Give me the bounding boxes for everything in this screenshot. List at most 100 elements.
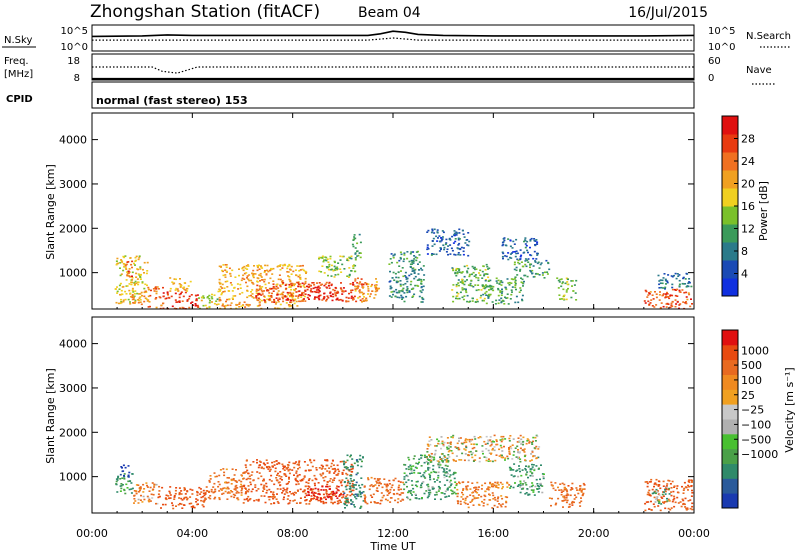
velocity-cell (288, 476, 290, 479)
power-cell (488, 285, 490, 288)
velocity-cell (446, 448, 449, 450)
velocity-cell (276, 500, 279, 503)
velocity-cell (669, 483, 672, 485)
velocity-cell (268, 478, 271, 481)
power-cell (290, 299, 292, 302)
power-cell (504, 296, 506, 299)
velocity-cell (265, 459, 268, 461)
nave-tick-top: 60 (708, 56, 721, 67)
velocity-cell (361, 483, 364, 486)
power-cell (239, 287, 242, 289)
power-cell (500, 300, 503, 303)
power-cell (243, 278, 246, 280)
power-cell (292, 292, 295, 294)
power-cell (225, 264, 228, 266)
velocity-cell (317, 488, 320, 490)
power-cell (288, 286, 291, 288)
velocity-cell (333, 477, 336, 479)
power-cell (370, 285, 373, 288)
velocity-cell (421, 454, 424, 457)
velocity-cell (438, 487, 441, 489)
velocity-cell (343, 462, 346, 465)
velocity-cell (516, 441, 519, 443)
velocity-cell (580, 489, 583, 492)
velocity-cell (295, 472, 298, 474)
power-cell (426, 244, 429, 246)
power-cell (278, 274, 281, 276)
power-cell (669, 306, 672, 309)
velocity-cell (304, 470, 307, 472)
power-cell (500, 301, 503, 304)
power-cell (318, 294, 321, 297)
power-cell (505, 288, 508, 291)
power-cell (172, 283, 175, 285)
power-cell (396, 296, 399, 299)
velocity-cell (423, 475, 426, 478)
velocity-cell (403, 472, 406, 474)
power-colorbar-swatch (722, 170, 738, 189)
power-cell (323, 272, 326, 274)
power-cell (289, 295, 291, 297)
velocity-cell (296, 474, 299, 477)
power-cell (467, 284, 470, 286)
power-cell (332, 295, 335, 298)
power-cell (674, 299, 677, 301)
power-patch (481, 277, 525, 305)
power-cell (533, 250, 536, 253)
power-cell (278, 297, 281, 300)
velocity-cell (534, 485, 537, 488)
velocity-cell (195, 498, 198, 500)
power-cell (669, 295, 671, 297)
velocity-cell (271, 465, 274, 467)
power-cell (376, 288, 379, 291)
velocity-cell (332, 460, 334, 462)
power-cell (524, 260, 527, 262)
power-cell (520, 277, 522, 279)
power-cell (415, 251, 418, 253)
power-cell (255, 288, 258, 291)
velocity-cell (442, 445, 445, 447)
power-cell (139, 266, 142, 268)
velocity-cell (656, 496, 659, 498)
velocity-cell (557, 497, 560, 500)
power-cell (272, 280, 275, 282)
velocity-cell (363, 494, 366, 496)
velocity-cell (508, 440, 511, 442)
velocity-cell (460, 459, 463, 461)
velocity-cell (550, 481, 553, 484)
power-cell (141, 282, 144, 284)
power-cell (256, 281, 259, 283)
power-cell (521, 299, 524, 302)
power-cell (131, 271, 134, 274)
power-cell (298, 270, 301, 272)
velocity-cell (349, 465, 352, 468)
power-cell (321, 257, 324, 259)
velocity-cell (343, 466, 346, 468)
velocity-cell (493, 504, 496, 507)
power-cell (318, 289, 321, 292)
power-cell (540, 262, 543, 264)
velocity-cell (228, 477, 230, 479)
power-cell (282, 264, 285, 267)
power-cell (408, 290, 411, 292)
velocity-cell (228, 492, 231, 494)
velocity-cell (256, 471, 259, 473)
power-cell (676, 301, 679, 303)
velocity-cell (502, 435, 505, 438)
power-patch (451, 263, 491, 303)
velocity-cell (363, 486, 366, 488)
power-cell (288, 263, 291, 266)
velocity-cell (449, 479, 452, 482)
x-tick-label: 04:00 (176, 527, 208, 540)
power-cell (355, 285, 358, 288)
velocity-cell (218, 498, 221, 501)
velocity-cell (412, 487, 415, 490)
velocity-cell (324, 468, 327, 470)
velocity-cell (142, 491, 145, 493)
power-cell (321, 265, 324, 267)
power-cell (246, 275, 249, 277)
velocity-cell (644, 481, 647, 483)
power-cell (264, 301, 267, 303)
velocity-cell (122, 464, 125, 467)
y-tick-label: 3000 (59, 382, 87, 395)
